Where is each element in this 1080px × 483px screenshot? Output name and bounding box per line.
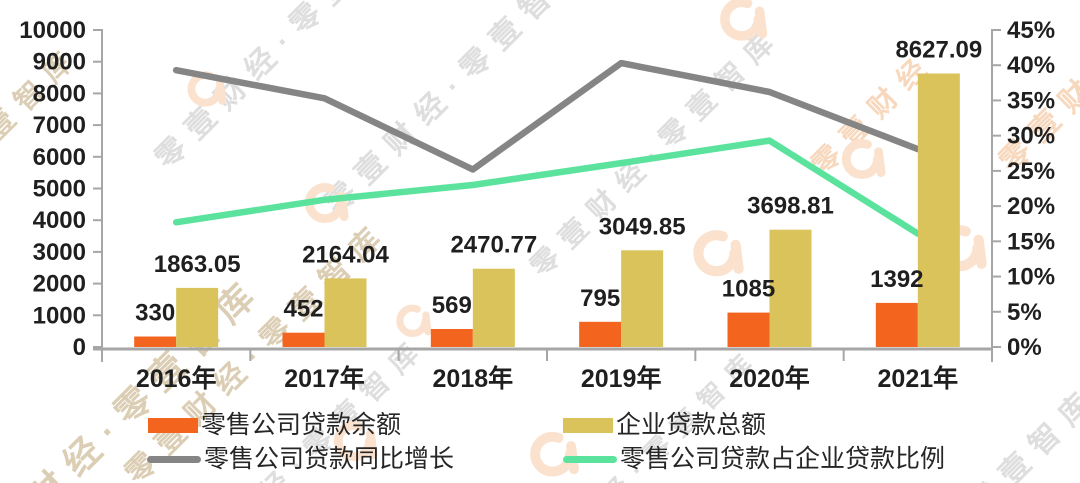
bar-value-label: 2164.04: [302, 241, 389, 268]
legend-swatch-yellow-bar: [563, 417, 613, 433]
bar: [176, 287, 219, 347]
bar: [282, 332, 325, 347]
line-series: [172, 59, 922, 173]
legend-swatch-gray-line: [147, 455, 201, 463]
left-axis-tick-label: 9000: [33, 49, 86, 76]
bar: [430, 329, 473, 347]
left-axis-tick-label: 0: [73, 334, 86, 361]
x-axis-category-label: 2019年: [581, 364, 662, 393]
legend-label: 零售公司贷款占企业贷款比例: [620, 445, 946, 473]
left-axis-tick-label: 3000: [33, 239, 86, 266]
bar-value-label: 8627.09: [895, 37, 982, 64]
legend-label: 企业贷款总额: [616, 411, 767, 439]
right-axis-tick-label: 45%: [1007, 17, 1055, 44]
bar-value-label: 1392: [870, 266, 923, 293]
line-series: [172, 137, 922, 237]
bar-value-label: 452: [283, 296, 323, 323]
legend-swatch-green-line: [563, 455, 617, 463]
bar: [727, 312, 770, 347]
bar-value-label: 1085: [722, 276, 775, 303]
left-axis-tick-label: 1000: [33, 302, 86, 329]
right-axis-tick-label: 35%: [1007, 87, 1055, 114]
left-axis-tick-label: 2000: [33, 271, 86, 298]
right-axis-tick-label: 20%: [1007, 193, 1055, 220]
bar: [134, 336, 177, 347]
right-axis-tick-label: 0%: [1007, 334, 1042, 361]
bar-value-label: 795: [580, 285, 620, 312]
bar-value-label: 569: [432, 292, 472, 319]
left-axis-tick-label: 7000: [33, 112, 86, 139]
x-axis-category-label: 2017年: [284, 364, 365, 393]
right-axis-tick-label: 40%: [1007, 52, 1055, 79]
bar-value-label: 330: [135, 300, 175, 327]
legend-label: 零售公司贷款余额: [201, 411, 402, 439]
right-axis-tick-label: 10%: [1007, 264, 1055, 291]
x-axis-category-label: 2018年: [433, 364, 514, 393]
bar: [621, 250, 664, 347]
bar-value-label: 3698.81: [747, 193, 834, 220]
bar-value-label: 2470.77: [450, 232, 537, 259]
bar-value-label: 1863.05: [154, 251, 241, 278]
bar: [769, 229, 812, 347]
x-axis-category-label: 2021年: [878, 364, 959, 393]
legend-label: 零售公司贷款同比增长: [204, 445, 455, 473]
legend-swatch-orange-bar: [148, 417, 198, 433]
left-axis-tick-label: 10000: [19, 17, 86, 44]
x-axis-category-label: 2016年: [136, 364, 217, 393]
left-axis-tick-label: 4000: [33, 207, 86, 234]
left-axis-tick-label: 8000: [33, 80, 86, 107]
right-axis-tick-label: 30%: [1007, 123, 1055, 150]
right-axis-tick-label: 5%: [1007, 299, 1042, 326]
legend-item-retail-share-of-corporate-loans: 零售公司贷款占企业贷款比例: [563, 444, 945, 474]
right-axis-tick-label: 15%: [1007, 228, 1055, 255]
legend-item-corporate-loan-total: 企业贷款总额: [563, 410, 766, 440]
bar-value-label: 3049.85: [599, 213, 686, 240]
left-axis-tick-label: 6000: [33, 144, 86, 171]
legend-item-retail-loan-yoy-growth: 零售公司贷款同比增长: [147, 444, 454, 474]
right-axis-tick-label: 25%: [1007, 158, 1055, 185]
legend-item-retail-loan-balance: 零售公司贷款余额: [148, 410, 401, 440]
bar: [472, 268, 515, 347]
bar: [324, 278, 367, 347]
bar: [917, 73, 960, 347]
left-axis-tick-label: 5000: [33, 176, 86, 203]
x-axis-category-label: 2020年: [729, 364, 810, 393]
bar: [579, 321, 622, 347]
bar: [875, 302, 918, 347]
